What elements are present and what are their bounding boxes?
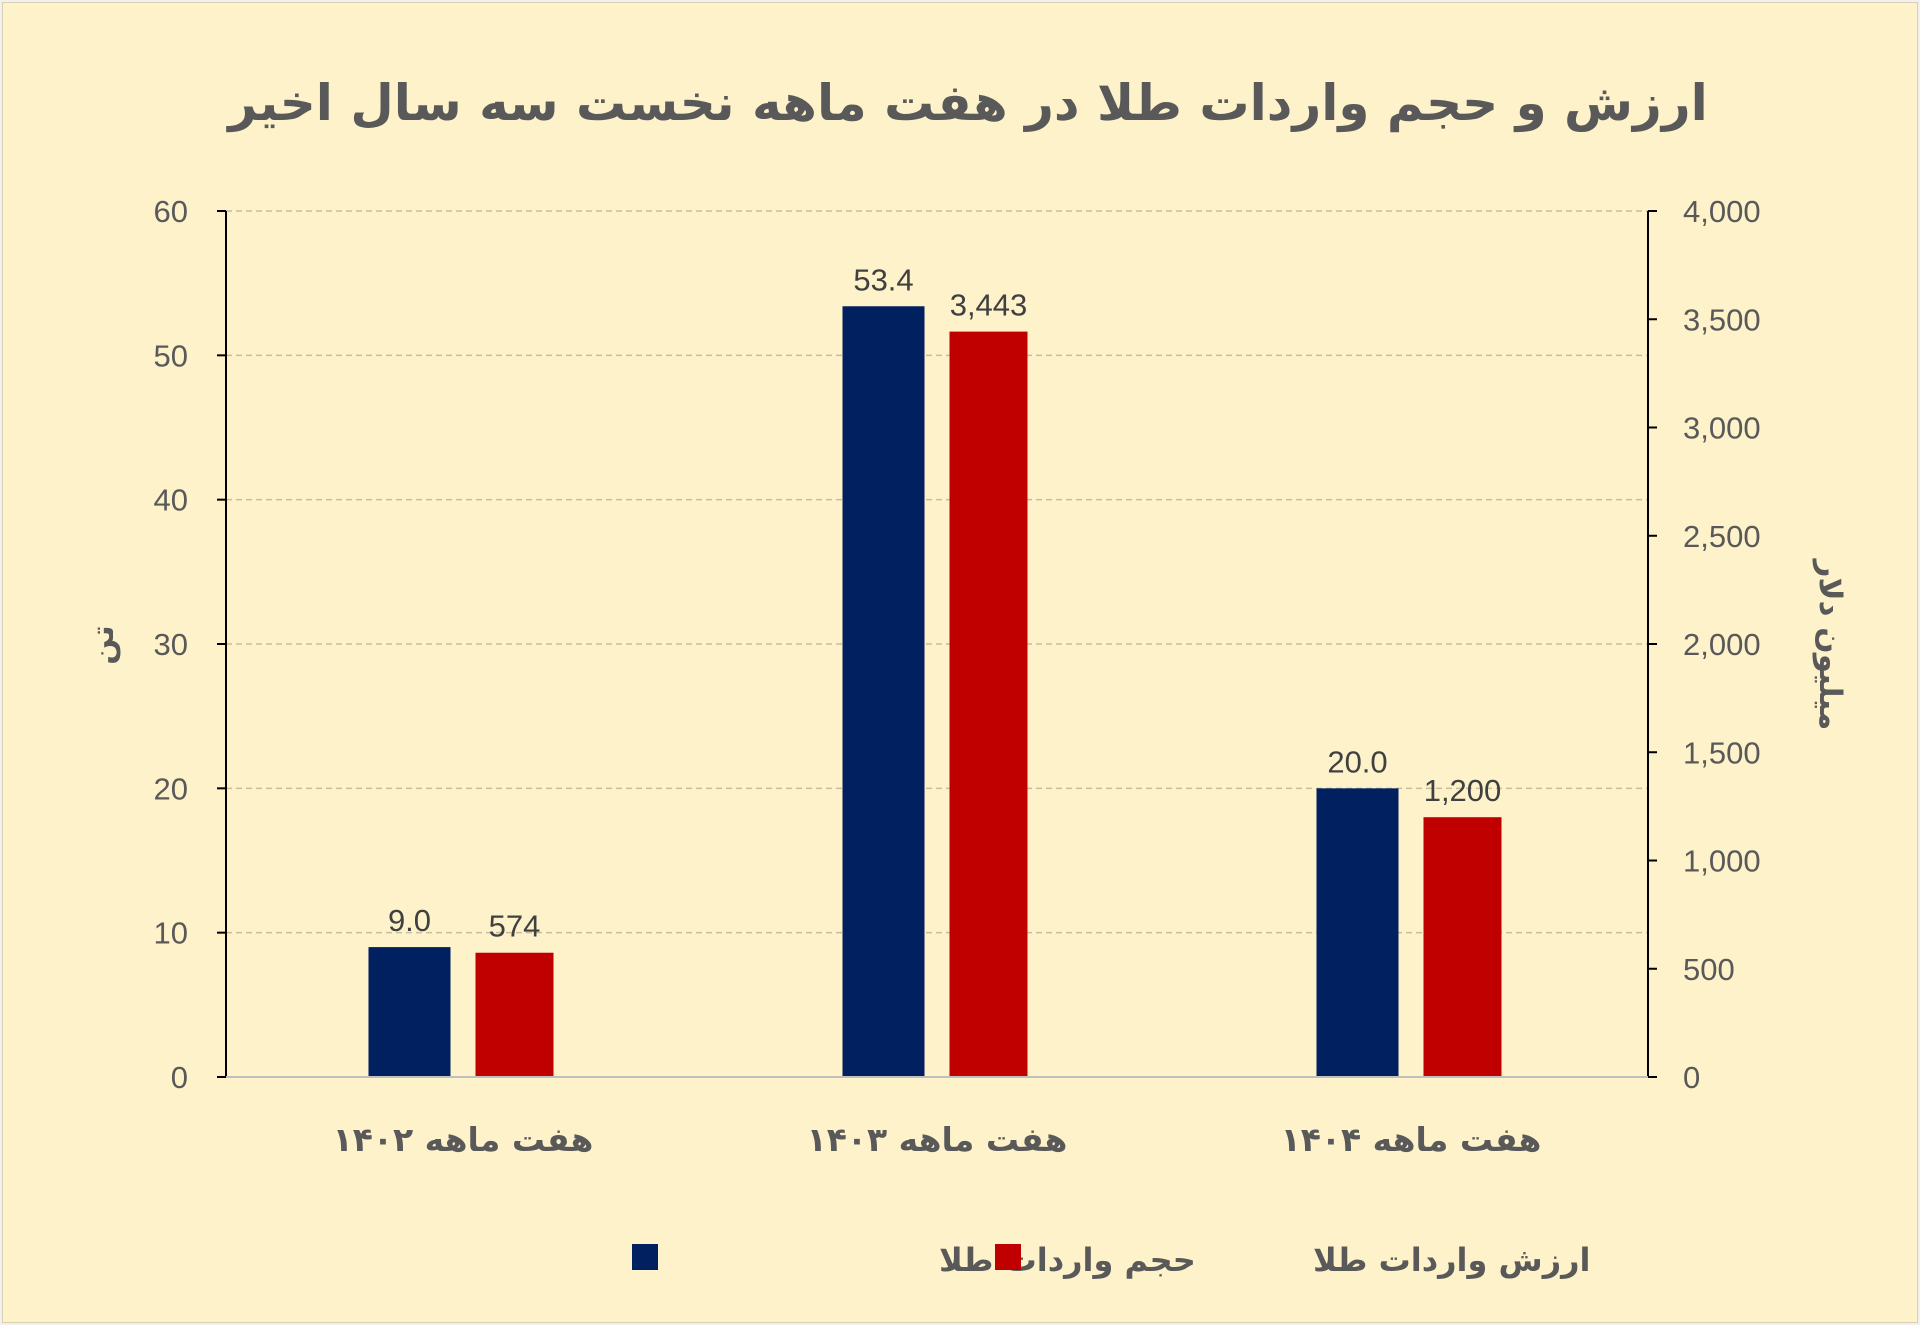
legend-label-volume: حجم واردات طلا: [939, 1241, 1196, 1279]
category-label: هفت ماهه ۱۴۰۴: [1281, 1120, 1542, 1159]
chart: ارزش و حجم واردات طلا در هفت ماهه نخست س…: [85, 74, 1848, 1279]
left-axis-title: تن: [85, 625, 121, 665]
right-tick-label: 3,000: [1683, 411, 1761, 446]
right-tick-label: 2,500: [1683, 519, 1761, 554]
chart-title: ارزش و حجم واردات طلا در هفت ماهه نخست س…: [225, 74, 1708, 133]
right-tick-label: 2,000: [1683, 627, 1761, 662]
category-label: هفت ماهه ۱۴۰۳: [807, 1120, 1068, 1159]
legend: حجم واردات طلا ارزش واردات طلا: [632, 1241, 1591, 1279]
bars: [368, 306, 1502, 1077]
data-label-value: 1,200: [1424, 773, 1502, 808]
right-tick-label: 1,500: [1683, 735, 1761, 770]
right-tick-label: 500: [1683, 952, 1735, 987]
right-axis-ticks: 0 500 1,000 1,500 2,000 2,500 3,000 3,500 4,000: [1648, 194, 1761, 1095]
left-tick-label: 60: [154, 194, 188, 229]
category-label: هفت ماهه ۱۴۰۲: [333, 1120, 594, 1159]
bar-value: [949, 331, 1028, 1077]
left-tick-label: 20: [154, 771, 188, 806]
bar-value: [475, 952, 554, 1077]
data-label-value: 3,443: [950, 288, 1028, 323]
right-axis-title: میلیون دلار: [1812, 558, 1848, 731]
category-labels: هفت ماهه ۱۴۰۲ هفت ماهه ۱۴۰۳ هفت ماهه ۱۴۰۴: [333, 1120, 1542, 1159]
legend-label-value: ارزش واردات طلا: [1313, 1241, 1591, 1279]
bar-volume: [842, 306, 925, 1077]
right-tick-label: 1,000: [1683, 844, 1761, 879]
bar-volume: [368, 947, 451, 1077]
right-tick-label: 4,000: [1683, 194, 1761, 229]
data-label-volume: 9.0: [388, 903, 431, 938]
left-tick-label: 50: [154, 338, 188, 373]
data-label-volume: 53.4: [853, 262, 913, 297]
left-axis-ticks: 0 10 20 30 40 50 60: [154, 194, 226, 1095]
data-label-volume: 20.0: [1327, 744, 1387, 779]
left-tick-label: 10: [154, 916, 188, 951]
bar-value: [1423, 817, 1502, 1077]
right-tick-label: 0: [1683, 1060, 1700, 1095]
data-label-value: 574: [489, 909, 541, 944]
data-labels: 9.0 574 53.4 3,443 20.0 1,200: [388, 262, 1501, 943]
left-tick-label: 0: [171, 1060, 188, 1095]
right-tick-label: 3,500: [1683, 302, 1761, 337]
legend-swatch-volume: [632, 1244, 658, 1270]
left-tick-label: 30: [154, 627, 188, 662]
left-tick-label: 40: [154, 483, 188, 518]
gridlines: [226, 210, 1648, 934]
legend-swatch-value: [995, 1244, 1021, 1270]
bar-volume: [1316, 788, 1399, 1077]
